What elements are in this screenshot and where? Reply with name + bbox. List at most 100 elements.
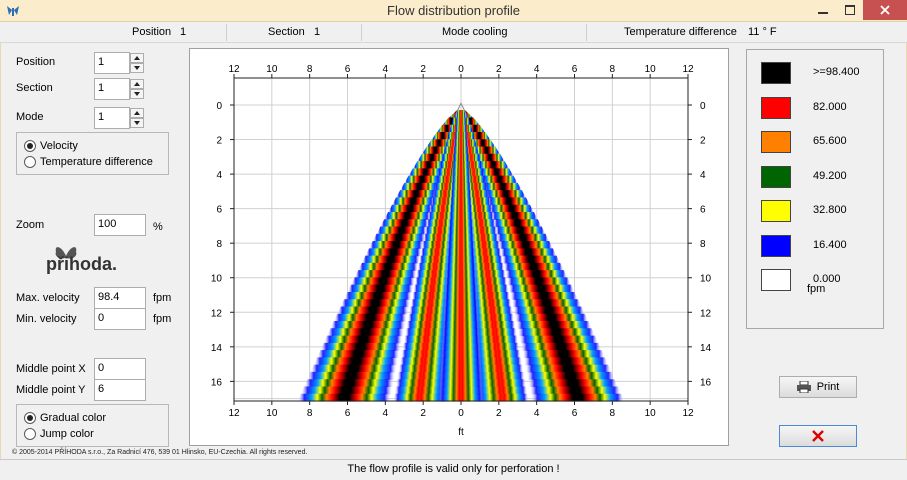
zoom-unit: % <box>153 221 163 233</box>
spin-up-icon[interactable] <box>130 53 144 63</box>
plume-segment <box>466 211 494 220</box>
plume-segment <box>365 248 422 257</box>
velocity-plume <box>457 110 625 402</box>
plume-segment <box>489 204 534 213</box>
y-tick-label-right: 4 <box>700 170 706 181</box>
x-tick-label-top: 12 <box>228 64 240 75</box>
plume-segment <box>405 328 449 337</box>
close-button[interactable] <box>779 425 857 447</box>
plume-segment <box>413 284 452 293</box>
maximize-icon <box>845 5 855 15</box>
position-input[interactable]: 1 <box>94 52 130 74</box>
plume-segment <box>472 146 501 155</box>
close-window-button[interactable] <box>863 0 907 20</box>
plume-segment <box>330 321 406 329</box>
plume-segment <box>447 248 475 257</box>
plume-segment <box>523 357 609 366</box>
x-tick-label-top: 6 <box>345 64 351 75</box>
max-velocity-input[interactable]: 98.4 <box>94 287 146 309</box>
radio-icon[interactable] <box>24 428 36 440</box>
plume-segment <box>468 248 502 257</box>
plume-segment <box>491 211 538 220</box>
plume-segment <box>471 299 512 308</box>
header-separator <box>361 24 362 41</box>
spin-down-icon[interactable] <box>130 89 144 99</box>
plume-segment <box>313 357 399 366</box>
plume-segment <box>505 270 568 279</box>
x-tick-label-bottom: 6 <box>572 408 578 419</box>
position-spinner[interactable] <box>130 53 144 73</box>
section-spinner[interactable] <box>130 79 144 99</box>
plume-segment <box>450 182 472 191</box>
spin-down-icon[interactable] <box>130 63 144 73</box>
mode-spinner[interactable] <box>130 108 144 128</box>
plume-segment <box>450 197 472 206</box>
plume-segment <box>475 379 527 388</box>
mode-input[interactable]: 1 <box>94 107 130 129</box>
display-mode-group: Velocity Temperature difference <box>16 132 169 175</box>
print-button-label: Print <box>816 381 840 393</box>
section-input[interactable]: 1 <box>94 78 130 100</box>
plume-segment <box>402 342 449 351</box>
plume-segment <box>483 182 522 191</box>
plume-segment <box>456 110 466 119</box>
x-tick-label-bottom: 6 <box>345 408 351 419</box>
plume-segment <box>473 328 517 337</box>
plume-segment <box>416 270 453 279</box>
spin-up-icon[interactable] <box>130 108 144 118</box>
spin-up-icon[interactable] <box>130 79 144 89</box>
plume-segment <box>395 379 447 388</box>
plume-segment <box>475 153 505 162</box>
legend-value: 65.600 <box>813 135 847 147</box>
zoom-input[interactable]: 100 <box>94 214 146 236</box>
y-tick-label-right: 10 <box>700 274 712 285</box>
radio-icon[interactable] <box>24 156 36 168</box>
plume-segment <box>358 262 419 271</box>
plume-segment <box>493 219 542 228</box>
company-logo: přihoda. <box>46 242 146 276</box>
plume-segment <box>444 291 478 300</box>
plume-segment <box>525 364 612 373</box>
radio-icon[interactable] <box>24 140 36 152</box>
printer-icon <box>796 381 811 393</box>
temperature-difference-radio[interactable]: Temperature difference <box>24 156 153 168</box>
radio-icon[interactable] <box>24 412 36 424</box>
y-tick-label-left: 12 <box>211 308 223 319</box>
plume-segment <box>520 342 602 351</box>
mode-label: Mode <box>16 111 44 123</box>
middle-point-y-input[interactable]: 6 <box>94 379 146 401</box>
legend-value: 82.000 <box>813 100 847 113</box>
zoom-label: Zoom <box>16 219 45 231</box>
plume-segment <box>517 328 595 337</box>
y-tick-label-left: 6 <box>216 205 222 216</box>
minimize-button[interactable] <box>809 0 837 20</box>
y-tick-label-right: 2 <box>700 136 706 147</box>
jump-color-radio[interactable]: Jump color <box>24 428 94 440</box>
min-velocity-input[interactable]: 0 <box>94 308 146 330</box>
x-tick-label-top: 2 <box>420 64 426 75</box>
gradual-color-radio[interactable]: Gradual color <box>24 412 106 424</box>
plume-segment <box>403 335 449 344</box>
maximize-button[interactable] <box>837 0 863 20</box>
x-tick-label-bottom: 12 <box>228 408 240 419</box>
legend-value: 0.000 <box>813 273 841 285</box>
plume-segment <box>410 299 451 308</box>
legend-swatch <box>761 62 791 84</box>
plume-segment <box>300 386 393 395</box>
close-icon <box>812 430 824 442</box>
min-velocity-unit: fpm <box>153 313 172 325</box>
print-button[interactable]: Print <box>779 376 857 398</box>
velocity-radio[interactable]: Velocity <box>24 140 78 152</box>
x-tick-label-bottom: 4 <box>534 408 540 419</box>
plume-segment <box>351 277 416 286</box>
plume-segment <box>442 335 480 344</box>
spin-down-icon[interactable] <box>130 118 144 128</box>
legend-value: 16.400 <box>813 238 847 251</box>
middle-point-x-label: Middle point X <box>16 363 86 375</box>
middle-point-x-input[interactable]: 0 <box>94 358 146 380</box>
app-icon <box>7 6 19 16</box>
plume-segment <box>323 335 403 344</box>
max-velocity-unit: fpm <box>153 292 172 304</box>
plume-segment <box>428 211 456 220</box>
plume-segment <box>455 124 467 133</box>
